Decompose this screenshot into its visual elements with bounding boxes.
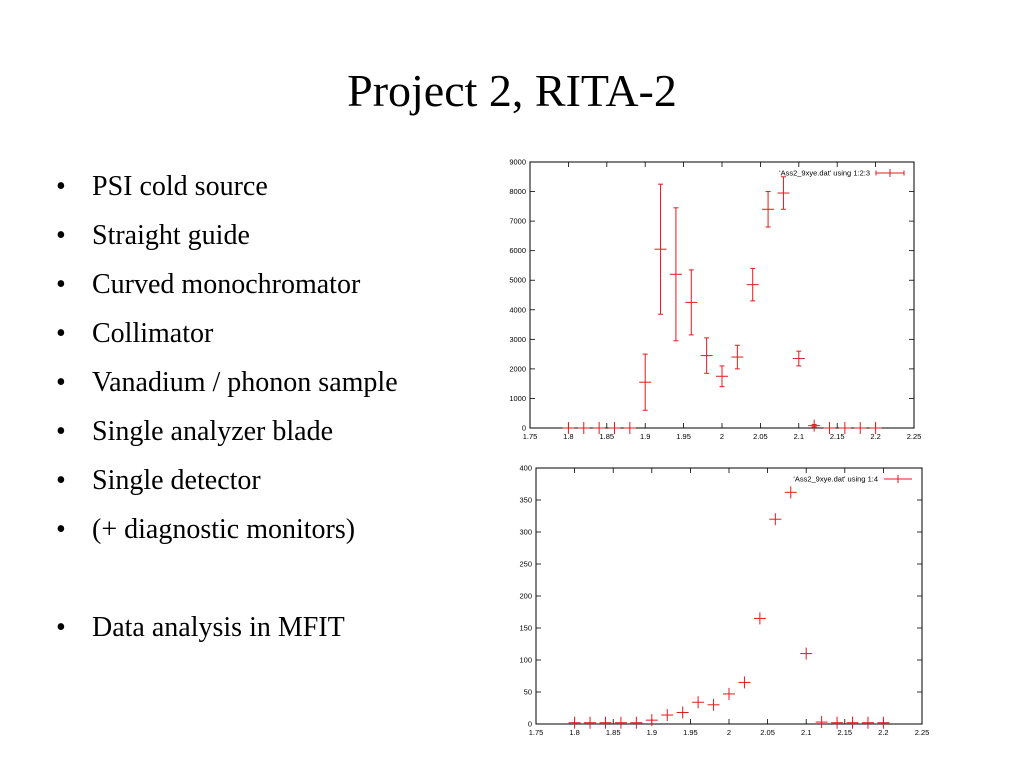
x-tick-label: 2.1	[801, 728, 811, 737]
bullet-item: • Single detector	[56, 456, 398, 505]
bullet-list: • PSI cold source • Straight guide • Curved…	[56, 162, 398, 652]
x-tick-label: 1.75	[529, 728, 544, 737]
x-tick-label: 1.85	[606, 728, 621, 737]
bullet-glyph: •	[56, 171, 66, 202]
bullet-item: • Data analysis in MFIT	[56, 603, 398, 652]
bullet-text: PSI cold source	[92, 171, 268, 202]
x-tick-label: 1.75	[523, 432, 538, 441]
monitor-counts-plot: 1.75 1.8 1.85 1.9 1.95 2 2.05 2.1 2.15 2.2 2.25 0 50…	[500, 460, 936, 742]
x-tick-label: 2.15	[830, 432, 845, 441]
y-tick-label: 100	[519, 656, 532, 665]
bullet-glyph: •	[56, 612, 66, 643]
bullet-text: Curved monochromator	[92, 269, 361, 300]
bullet-item: • (+ diagnostic monitors)	[56, 505, 398, 554]
x-tick-label: 2.2	[870, 432, 880, 441]
y-tick-label: 4000	[509, 305, 526, 314]
x-tick-label: 2.05	[760, 728, 775, 737]
plot-frame	[535, 467, 923, 725]
y-tick-label: 9000	[509, 158, 526, 167]
y-tick-label: 350	[519, 496, 532, 505]
bullet-glyph: •	[56, 367, 66, 398]
y-tick-label: 1000	[509, 394, 526, 403]
y-tick-label: 0	[522, 424, 526, 433]
plot-frame	[529, 161, 915, 429]
bullet-text: Collimator	[92, 318, 214, 349]
bullet-item: • Curved monochromator	[56, 260, 398, 309]
x-tick-label: 1.95	[683, 728, 698, 737]
x-tick-label: 2.25	[907, 432, 922, 441]
slide-title: Project 2, RITA-2	[347, 65, 677, 116]
x-tick-label: 2.2	[878, 728, 888, 737]
x-tick-label: 2	[727, 728, 731, 737]
x-tick-label: 1.8	[569, 728, 579, 737]
x-tick-label: 1.8	[563, 432, 573, 441]
y-tick-label: 7000	[509, 217, 526, 226]
bullet-glyph: •	[56, 269, 66, 300]
y-tick-label: 400	[519, 464, 532, 473]
x-tick-label: 2.1	[794, 432, 804, 441]
y-tick-label: 8000	[509, 187, 526, 196]
bullet-item: • Single analyzer blade	[56, 407, 398, 456]
x-tick-label: 1.85	[599, 432, 614, 441]
bullet-glyph: •	[56, 318, 66, 349]
bullet-text: Single detector	[92, 465, 261, 496]
y-tick-label: 2000	[509, 364, 526, 373]
intensity-errorbar-plot: 1.75 1.8 1.85 1.9 1.95 2 2.05 2.1 2.15 2.2 2.25 0 10…	[492, 152, 928, 446]
y-tick-label: 0	[528, 720, 532, 729]
bullet-item: • Straight guide	[56, 211, 398, 260]
bullet-item: • PSI cold source	[56, 162, 398, 211]
x-tick-label: 1.95	[676, 432, 691, 441]
bullet-text: Straight guide	[92, 220, 250, 251]
bullet-glyph: •	[56, 465, 66, 496]
legend-label: 'Ass2_9xye.dat' using 1:4	[793, 475, 878, 484]
x-tick-label: 1.9	[647, 728, 657, 737]
y-tick-label: 150	[519, 624, 532, 633]
bullet-item: • Collimator	[56, 309, 398, 358]
y-tick-label: 6000	[509, 246, 526, 255]
legend-label: 'Ass2_9xye.dat' using 1:2:3	[779, 169, 870, 178]
x-tick-label: 2.15	[837, 728, 852, 737]
y-tick-label: 5000	[509, 276, 526, 285]
bullet-item: • Vanadium / phonon sample	[56, 358, 398, 407]
bullet-glyph: •	[56, 220, 66, 251]
bullet-text: (+ diagnostic monitors)	[92, 514, 356, 545]
bullet-glyph: •	[56, 416, 66, 447]
x-tick-label: 2.05	[753, 432, 768, 441]
x-tick-label: 2.25	[915, 728, 930, 737]
y-tick-label: 250	[519, 560, 532, 569]
bullet-glyph: •	[56, 514, 66, 545]
bullet-text: Vanadium / phonon sample	[92, 367, 398, 398]
y-tick-label: 300	[519, 528, 532, 537]
bullet-text: Data analysis in MFIT	[92, 612, 345, 643]
bullet-text: Single analyzer blade	[92, 416, 334, 447]
y-tick-label: 3000	[509, 335, 526, 344]
x-tick-label: 2	[720, 432, 724, 441]
y-tick-label: 200	[519, 592, 532, 601]
y-tick-label: 50	[524, 688, 532, 697]
x-tick-label: 1.9	[640, 432, 650, 441]
